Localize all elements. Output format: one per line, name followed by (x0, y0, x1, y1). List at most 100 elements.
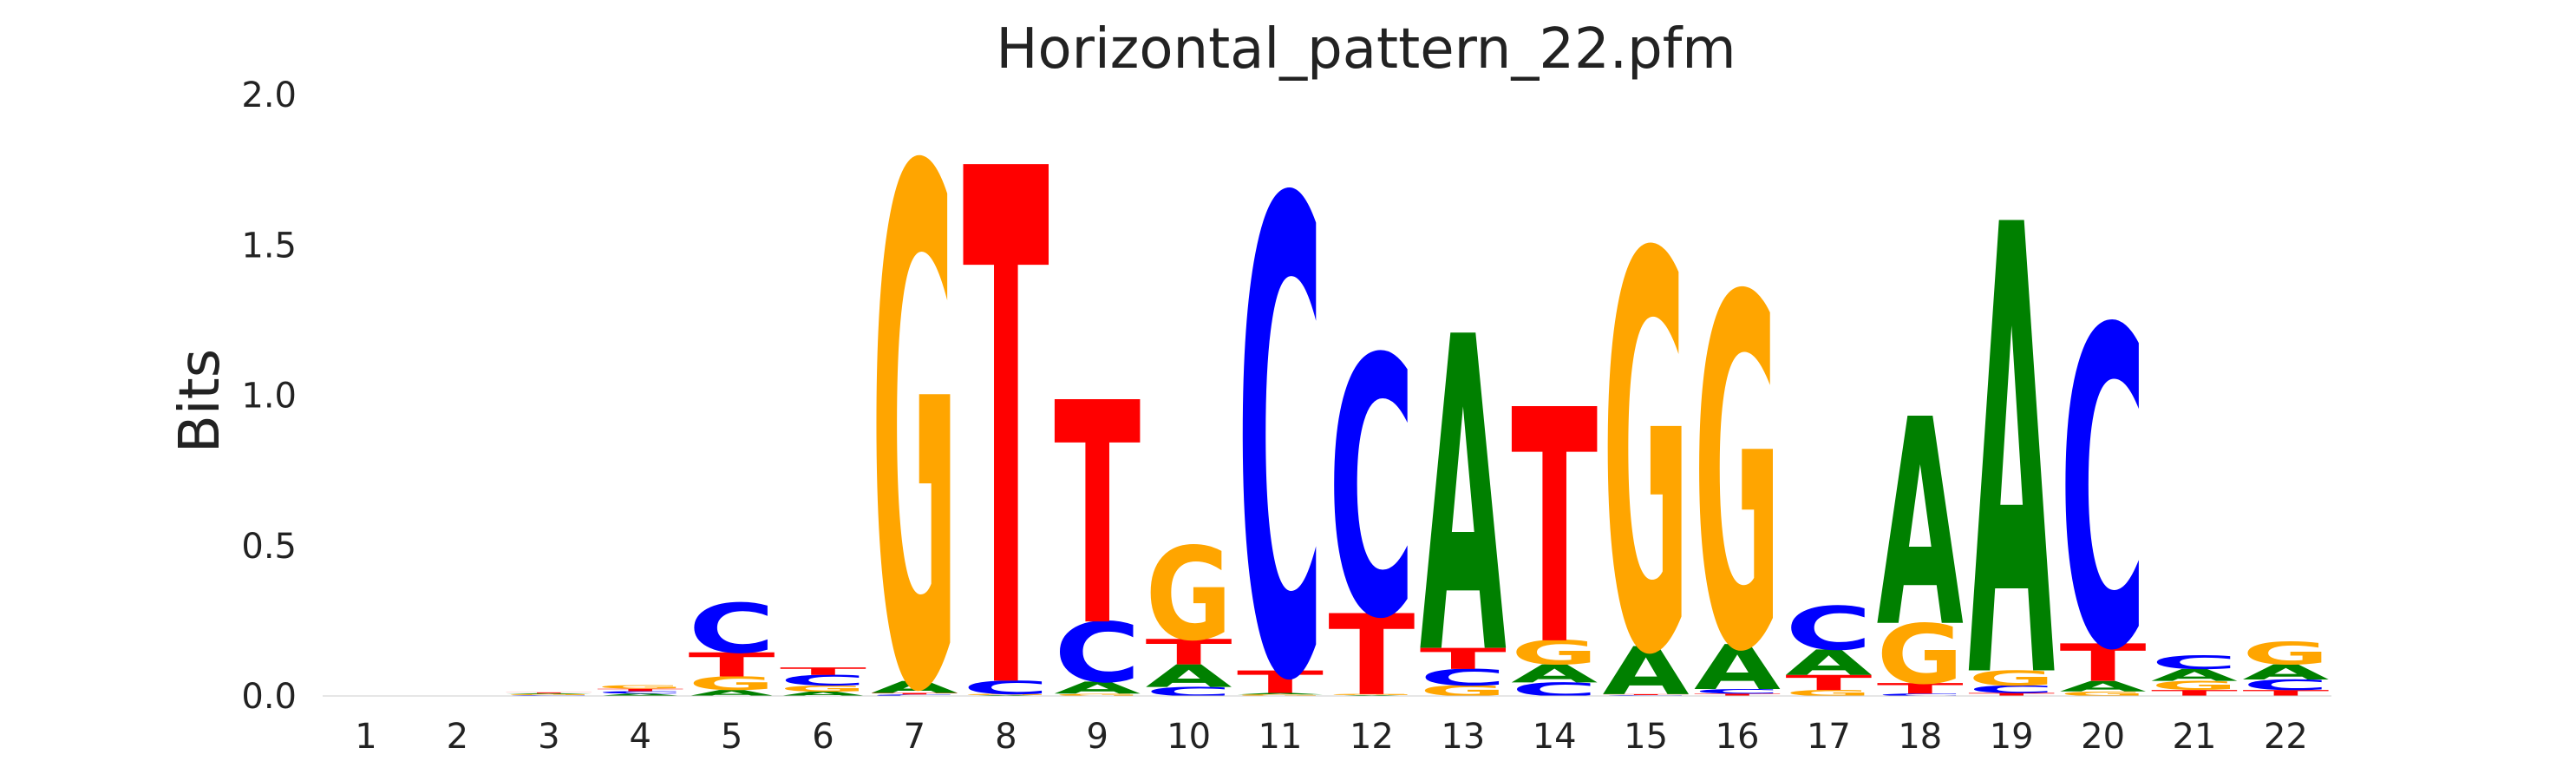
logo-letter-C-pos-13: C (1420, 665, 1507, 691)
logo-letter-A-pos-11: A (1237, 692, 1324, 695)
logo-letter-G-pos-9: G (1054, 693, 1141, 697)
logo-letter-C-pos-4: C (597, 691, 683, 694)
logo-letter-G-pos-21: G (2151, 679, 2238, 692)
logo-stacks: CGATACTGAGTCAGCTCTAGAGCTGACTCATGGATCAGTC… (506, 23, 2330, 781)
logo-letter-A-pos-16: A (1694, 632, 1781, 704)
logo-letter-C-pos-10: C (1146, 685, 1232, 699)
logo-letter-T-pos-3: T (506, 692, 592, 694)
x-tick-label: 17 (1807, 717, 1851, 757)
y-axis-ticks: 0.0 0.5 1.0 1.5 2.0 (241, 75, 297, 717)
logo-letter-G-pos-22: G (2242, 636, 2329, 672)
logo-letter-T-pos-5: T (689, 646, 775, 685)
y-tick-label: 0.5 (241, 527, 297, 567)
x-tick-label: 14 (1533, 717, 1577, 757)
logo-letter-C-pos-5: C (689, 590, 775, 669)
logo-letter-A-pos-19: A (1968, 97, 2056, 781)
logo-letter-A-pos-10: A (1146, 659, 1232, 694)
logo-letter-G-pos-10: G (1146, 521, 1232, 669)
logo-letter-A-pos-9: A (1054, 679, 1141, 698)
logo-letter-T-pos-18: T (1877, 680, 1964, 697)
y-axis-label: Bits (168, 349, 232, 453)
x-tick-label: 4 (629, 717, 651, 757)
logo-letter-C-pos-18: C (1877, 692, 1964, 696)
logo-letter-C-pos-17: C (1785, 594, 1872, 664)
logo-letter-T-pos-20: T (2060, 633, 2147, 693)
logo-letter-A-pos-13: A (1420, 246, 1507, 750)
logo-letter-G-pos-14: G (1511, 634, 1598, 673)
logo-letter-T-pos-6: T (780, 666, 866, 678)
logo-letter-T-pos-14: T (1511, 344, 1599, 717)
x-tick-label: 21 (2173, 717, 2217, 757)
logo-letter-G-pos-13: G (1420, 683, 1507, 699)
logo-letter-G-pos-7: G (871, 23, 958, 781)
chart-title: Horizontal_pattern_22.pfm (996, 17, 1736, 82)
x-tick-label: 20 (2081, 717, 2125, 757)
logo-letter-G-pos-18: G (1877, 607, 1964, 702)
logo-letter-T-pos-11: T (1237, 665, 1324, 700)
y-tick-label: 1.5 (241, 226, 297, 266)
logo-letter-T-pos-21: T (2151, 688, 2238, 698)
logo-letter-A-pos-22: A (2242, 660, 2329, 685)
logo-letter-A-pos-18: A (1877, 359, 1964, 691)
logo-letter-T-pos-15: T (1603, 694, 1690, 696)
logo-letter-C-pos-9: C (1054, 605, 1141, 701)
x-tick-label: 9 (1086, 717, 1108, 757)
logo-letter-C-pos-6: C (780, 672, 866, 688)
x-tick-label: 1 (355, 717, 376, 757)
logo-letter-A-pos-20: A (2060, 678, 2147, 694)
x-tick-label: 15 (1624, 717, 1668, 757)
x-tick-label: 2 (447, 717, 468, 757)
y-tick-label: 1.0 (241, 377, 297, 417)
x-tick-label: 18 (1898, 717, 1942, 757)
x-tick-label: 8 (995, 717, 1017, 757)
logo-letter-C-pos-20: C (2060, 239, 2147, 747)
logo-letter-T-pos-13: T (1420, 642, 1507, 676)
logo-letter-G-pos-20: G (2060, 690, 2147, 697)
x-axis-ticks: 1 2 3 4 5 6 7 8 9 10 11 12 13 14 15 16 17 18 19 20 21 22 (355, 717, 2308, 757)
logo-letter-G-pos-11: G (1237, 694, 1324, 697)
logo-letter-T-pos-4: T (597, 688, 683, 692)
logo-letter-G-pos-5: G (689, 673, 775, 694)
logo-letter-C-pos-16: C (1694, 688, 1781, 695)
x-tick-label: 5 (721, 717, 742, 757)
logo-letter-A-pos-15: A (1603, 633, 1690, 710)
logo-letter-C-pos-22: C (2242, 677, 2329, 693)
x-tick-label: 10 (1167, 717, 1211, 757)
logo-letter-G-pos-3: G (506, 694, 592, 696)
x-tick-label: 7 (904, 717, 925, 757)
logo-letter-A-pos-7: A (871, 678, 958, 697)
logo-letter-G-pos-17: G (1785, 688, 1872, 698)
x-tick-label: 11 (1259, 717, 1303, 757)
logo-letter-A-pos-17: A (1785, 642, 1872, 683)
logo-letter-T-pos-10: T (1146, 632, 1232, 673)
logo-letter-C-pos-14: C (1511, 679, 1598, 700)
y-tick-label: 0.0 (241, 677, 297, 717)
logo-letter-G-pos-4: G (597, 685, 683, 690)
x-tick-label: 3 (538, 717, 559, 757)
y-tick-label: 2.0 (241, 75, 297, 115)
x-tick-label: 6 (812, 717, 834, 757)
logo-letter-A-pos-6: A (780, 690, 866, 697)
logo-letter-C-pos-8: C (963, 677, 1049, 699)
logo-letter-T-pos-7: T (871, 692, 958, 695)
logo-letter-T-pos-9: T (1054, 339, 1141, 694)
x-tick-label: 22 (2264, 717, 2308, 757)
logo-letter-G-pos-12: G (1328, 694, 1415, 696)
logo-letter-C-pos-11: C (1237, 68, 1324, 781)
x-tick-label: 19 (1990, 717, 2034, 757)
logo-letter-T-pos-19: T (1968, 692, 2055, 697)
logo-letter-A-pos-4: A (597, 692, 683, 696)
logo-letter-C-pos-19: C (1968, 683, 2055, 695)
logo-letter-A-pos-14: A (1511, 660, 1598, 688)
x-tick-label: 16 (1716, 717, 1760, 757)
logo-letter-G-pos-15: G (1603, 142, 1690, 775)
logo-letter-A-pos-3: A (506, 693, 592, 695)
logo-letter-T-pos-16: T (1694, 693, 1781, 697)
logo-letter-C-pos-12: C (1328, 285, 1415, 697)
logo-letter-T-pos-8: T (963, 24, 1050, 781)
logo-letter-A-pos-21: A (2151, 666, 2238, 685)
logo-letter-A-pos-5: A (689, 688, 775, 698)
logo-letter-C-pos-7: C (871, 694, 958, 697)
x-tick-label: 13 (1441, 717, 1485, 757)
